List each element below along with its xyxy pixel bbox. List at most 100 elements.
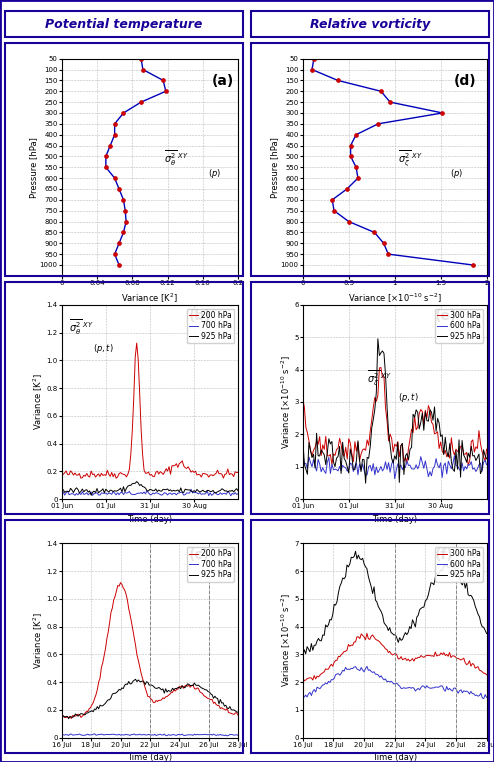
925 hPa [137, 481, 143, 490]
200 hPa [191, 684, 197, 693]
X-axis label: Time (day): Time (day) [127, 754, 172, 762]
700 hPa [152, 730, 158, 739]
300 hPa [300, 395, 306, 404]
200 hPa [226, 470, 232, 479]
300 hPa [343, 443, 349, 452]
700 hPa [100, 488, 106, 498]
200 hPa [68, 714, 74, 723]
700 hPa [169, 490, 175, 499]
700 hPa [178, 488, 184, 497]
700 hPa [235, 731, 241, 740]
300 hPa [447, 648, 453, 657]
Text: (e): (e) [435, 309, 457, 323]
200 hPa [153, 696, 159, 705]
Line: 200 hPa: 200 hPa [62, 583, 238, 719]
925 hPa [66, 714, 72, 723]
600 hPa [300, 450, 306, 459]
925 hPa [59, 485, 65, 495]
300 hPa [381, 642, 387, 652]
Y-axis label: Pressure [hPa]: Pressure [hPa] [270, 137, 279, 197]
600 hPa [379, 674, 385, 683]
300 hPa [424, 651, 430, 660]
Text: (d): (d) [453, 74, 476, 88]
Y-axis label: Variance [K$^2$]: Variance [K$^2$] [32, 612, 45, 669]
200 hPa [235, 468, 241, 477]
Legend: 300 hPa, 600 hPa, 925 hPa: 300 hPa, 600 hPa, 925 hPa [435, 547, 483, 581]
300 hPa [465, 461, 471, 470]
925 hPa [300, 434, 306, 443]
X-axis label: Variance [$\times$10$^{-10}$ s$^{-2}$]: Variance [$\times$10$^{-10}$ s$^{-2}$] [348, 292, 442, 305]
925 hPa [397, 633, 403, 642]
700 hPa [134, 489, 140, 498]
Text: $(p)$: $(p)$ [208, 167, 221, 180]
600 hPa [350, 664, 356, 673]
600 hPa [425, 472, 431, 481]
Text: (c): (c) [189, 548, 210, 562]
925 hPa [226, 486, 232, 495]
200 hPa [108, 608, 114, 617]
Legend: 300 hPa, 600 hPa, 925 hPa: 300 hPa, 600 hPa, 925 hPa [435, 309, 483, 343]
700 hPa [59, 490, 65, 499]
600 hPa [364, 661, 370, 671]
Text: $\overline{\sigma_{\zeta}^{2}}^{\ XY}$: $\overline{\sigma_{\zeta}^{2}}^{\ XY}$ [367, 369, 392, 389]
600 hPa [437, 682, 443, 691]
700 hPa [235, 489, 241, 498]
X-axis label: Variance [K$^2$]: Variance [K$^2$] [122, 292, 178, 305]
925 hPa [381, 349, 387, 358]
Line: 925 hPa: 925 hPa [62, 482, 238, 495]
925 hPa [418, 418, 424, 427]
Line: 600 hPa: 600 hPa [303, 454, 487, 479]
925 hPa [427, 405, 433, 415]
600 hPa [484, 460, 490, 469]
600 hPa [318, 467, 324, 476]
Y-axis label: Variance [K$^2$]: Variance [K$^2$] [32, 373, 45, 431]
600 hPa [392, 474, 398, 483]
200 hPa [178, 683, 184, 692]
300 hPa [425, 401, 431, 410]
300 hPa [318, 451, 324, 460]
925 hPa [484, 629, 490, 638]
Line: 600 hPa: 600 hPa [303, 666, 487, 699]
Text: (b): (b) [189, 309, 211, 323]
925 hPa [300, 650, 306, 659]
925 hPa [353, 546, 359, 555]
700 hPa [91, 729, 97, 738]
925 hPa [379, 610, 385, 620]
Text: $(p)$: $(p)$ [450, 167, 463, 180]
925 hPa [77, 488, 82, 498]
200 hPa [137, 662, 143, 671]
925 hPa [235, 486, 241, 495]
200 hPa [100, 471, 106, 480]
925 hPa [191, 678, 197, 687]
Text: $(p,t)$: $(p,t)$ [93, 342, 114, 355]
600 hPa [445, 685, 451, 694]
300 hPa [398, 652, 404, 661]
925 hPa [343, 456, 349, 466]
300 hPa [364, 629, 370, 638]
925 hPa [108, 693, 114, 703]
925 hPa [101, 488, 107, 498]
200 hPa [118, 578, 124, 588]
925 hPa [134, 477, 140, 486]
X-axis label: Time (day): Time (day) [127, 515, 172, 523]
300 hPa [474, 444, 480, 453]
Line: 925 hPa: 925 hPa [303, 339, 487, 483]
925 hPa [181, 488, 187, 497]
Text: $\overline{\sigma_{\zeta}^{2}}^{\ XY}$: $\overline{\sigma_{\zeta}^{2}}^{\ XY}$ [398, 149, 423, 169]
300 hPa [351, 638, 357, 647]
925 hPa [172, 486, 178, 495]
Line: 700 hPa: 700 hPa [62, 489, 238, 496]
925 hPa [445, 563, 451, 572]
925 hPa [350, 553, 356, 562]
925 hPa [153, 684, 159, 693]
300 hPa [416, 409, 422, 418]
925 hPa [363, 479, 369, 488]
300 hPa [484, 671, 490, 680]
200 hPa [59, 712, 65, 722]
300 hPa [301, 676, 307, 685]
Line: 300 hPa: 300 hPa [303, 633, 487, 680]
600 hPa [378, 462, 384, 471]
925 hPa [88, 491, 94, 500]
200 hPa [77, 469, 82, 479]
X-axis label: Time (day): Time (day) [372, 754, 417, 762]
